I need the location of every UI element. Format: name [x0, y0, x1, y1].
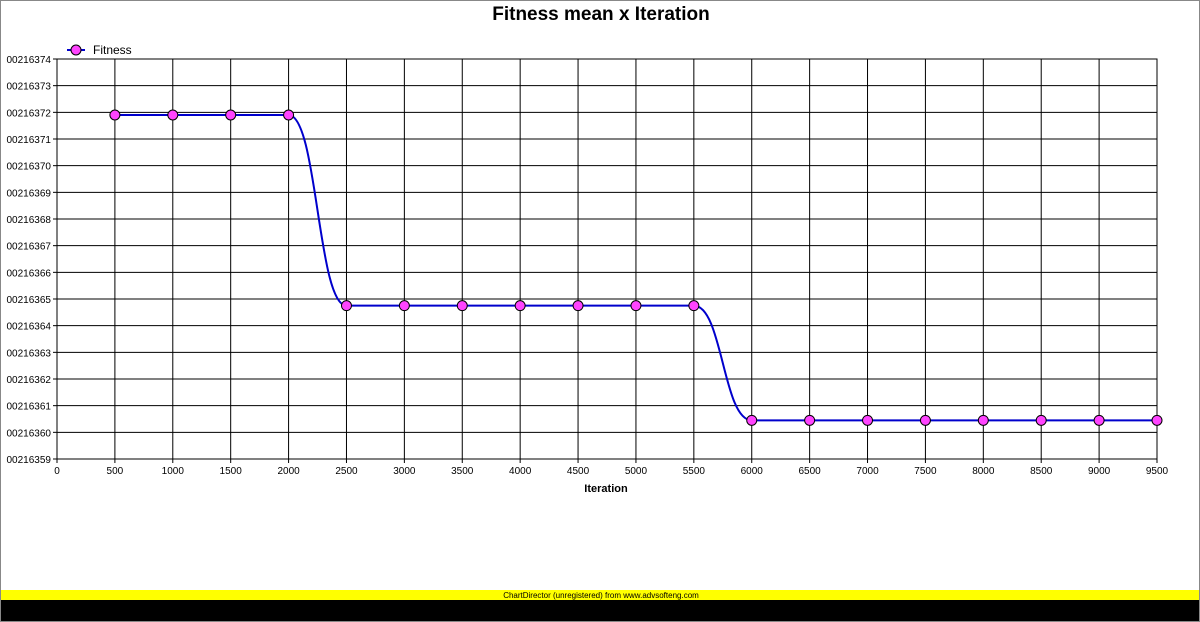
data-point-marker [456, 300, 468, 312]
legend-marker-swatch [70, 44, 82, 56]
chart-title: Fitness mean x Iteration [492, 4, 710, 25]
x-tick-label: 3000 [393, 466, 416, 477]
x-tick-label: 5000 [625, 466, 648, 477]
x-tick-label: 8500 [1030, 466, 1053, 477]
x-axis-title: Iteration [584, 483, 628, 495]
data-point-marker [1035, 414, 1047, 426]
y-tick-label: 00216367 [7, 242, 52, 253]
y-tick-label: 00216374 [7, 55, 52, 66]
data-point-marker [746, 414, 758, 426]
data-point-marker [398, 300, 410, 312]
footer-yellow-bar [1, 590, 1199, 600]
x-tick-label: 2000 [277, 466, 300, 477]
x-tick-label: 0 [54, 466, 60, 477]
x-tick-label: 6500 [799, 466, 822, 477]
y-tick-label: 00216363 [7, 348, 52, 359]
y-tick-label: 00216362 [7, 375, 52, 386]
x-tick-label: 4000 [509, 466, 532, 477]
x-tick-label: 2500 [335, 466, 358, 477]
x-tick-label: 8000 [972, 466, 995, 477]
y-tick-label: 00216365 [7, 295, 52, 306]
data-point-marker [630, 300, 642, 312]
data-point-marker [688, 300, 700, 312]
series-layer [109, 109, 1163, 426]
y-tick-label: 00216361 [7, 402, 52, 413]
data-point-marker [919, 414, 931, 426]
data-point-marker [804, 414, 816, 426]
x-tick-label: 6000 [741, 466, 764, 477]
plot-area [56, 58, 1158, 460]
x-tick-label: 7000 [856, 466, 879, 477]
x-tick-label: 9500 [1146, 466, 1169, 477]
y-tick-label: 00216373 [7, 82, 52, 93]
x-tick-label: 500 [107, 466, 124, 477]
axis-ticks: 0 500 1000 1500 2000 2500 3000 3500 4000 4500 5000… [7, 55, 1169, 477]
footer-text: ChartDirector (unregistered) from www.ad… [503, 591, 699, 600]
plot-grid [56, 58, 1158, 460]
data-point-marker [340, 300, 352, 312]
x-tick-label: 4500 [567, 466, 590, 477]
x-tick-label: 1000 [162, 466, 185, 477]
data-point-marker [572, 300, 584, 312]
legend: Fitness [67, 43, 132, 57]
data-point-marker [977, 414, 989, 426]
y-tick-label: 00216360 [7, 428, 52, 439]
x-tick-label: 9000 [1088, 466, 1111, 477]
y-tick-label: 00216359 [7, 455, 52, 466]
data-point-marker [109, 109, 121, 121]
y-tick-label: 00216371 [7, 135, 52, 146]
y-tick-label: 00216372 [7, 108, 52, 119]
data-point-marker [1093, 414, 1105, 426]
data-point-marker [514, 300, 526, 312]
x-tick-label: 5500 [683, 466, 706, 477]
x-tick-label: 3500 [451, 466, 474, 477]
data-point-marker [283, 109, 295, 121]
footer-black-bar [1, 600, 1199, 621]
y-tick-label: 00216366 [7, 268, 52, 279]
y-tick-label: 00216369 [7, 188, 52, 199]
data-point-marker [167, 109, 179, 121]
data-point-marker [225, 109, 237, 121]
y-tick-label: 00216370 [7, 162, 52, 173]
legend-label-fitness: Fitness [93, 43, 132, 57]
data-point-marker [862, 414, 874, 426]
y-tick-label: 00216364 [7, 322, 52, 333]
x-tick-label: 1500 [220, 466, 243, 477]
y-tick-label: 00216368 [7, 215, 52, 226]
x-tick-label: 7500 [914, 466, 937, 477]
data-point-marker [1151, 414, 1163, 426]
